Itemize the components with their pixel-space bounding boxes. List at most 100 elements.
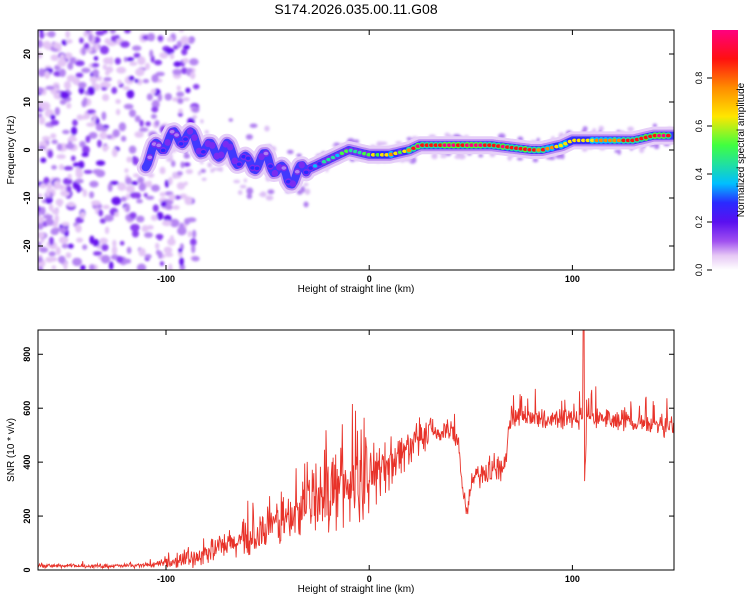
heatmap-noise-cell [56,143,63,151]
heatmap-noise-cell [104,226,110,235]
snr-y-ticks: 0 200 400 600 800 [22,347,674,573]
heatmap-noise-cell [159,192,166,197]
heatmap-noise-cell [189,58,199,66]
heatmap-ridge-core [388,152,394,157]
heatmap-ridge-core [639,136,644,141]
heatmap-noise-cell [150,114,157,120]
heatmap-ridge-core [630,138,635,143]
heatmap-noise-cell [179,30,184,33]
heatmap-noise-cell [134,78,139,84]
heatmap-ridge-core [549,145,555,150]
heatmap-noise-cell [159,166,166,175]
heatmap-noise-cell [190,238,197,247]
heatmap-noise-cell [168,263,173,270]
heatmap-noise-cell [79,37,84,44]
heatmap-noise-cell [107,182,113,192]
heatmap-ridge-core [169,129,175,134]
heatmap-noise-cell [82,189,88,198]
heatmap-noise-cell [103,77,112,82]
heatmap-noise-cell [76,237,84,243]
heatmap-noise-cell [157,250,163,259]
heatmap-noise-cell [169,53,175,60]
heatmap-halo-cell [191,106,200,113]
heatmap-noise-cell [189,71,196,80]
heatmap-ridge-core [589,138,595,143]
heatmap-ridge-core [285,179,291,184]
heatmap-noise-cell [128,145,137,154]
heatmap-noise-cell [79,140,86,148]
heatmap-noise-cell [95,160,106,166]
heatmap-noise-cell [63,80,72,90]
heatmap-noise-cell [83,42,90,50]
heatmap-noise-cell [126,246,132,254]
heatmap-ridge-core [460,143,466,147]
heatmap-noise-cell [176,171,183,176]
heatmap-ridge-core [236,162,242,167]
heatmap-noise-cell [86,122,96,127]
heatmap-noise-cell [39,246,49,253]
heatmap-ridge-core [491,143,497,148]
heatmap-halo-cell [243,178,247,183]
figure-title: S174.2026.035.00.11.G08 [274,1,437,17]
heatmap-noise-cell [75,72,84,78]
heatmap-noise-cell [57,200,63,208]
heatmap-noise-cell [100,127,108,132]
heatmap-noise-cell [103,214,114,222]
heatmap-ridge-core [227,145,233,149]
heatmap-noise-cell [65,39,73,44]
heatmap-noise-cell [164,179,170,188]
heatmap-ridge-core [308,166,314,170]
heatmap-halo-cell [200,168,206,173]
heatmap-halo-cell [180,161,185,169]
heatmap-noise-cell [62,177,73,186]
heatmap-noise-cell [38,205,41,212]
heatmap-noise-cell [95,30,105,36]
heatmap-noise-cell [72,119,78,127]
heatmap-noise-cell [167,238,176,246]
heatmap-noise-cell [38,256,43,263]
heatmap-noise-cell [87,86,95,96]
heatmap-ridge-core [487,143,492,147]
heatmap-noise-cell [192,83,200,90]
heatmap-noise-cell [59,53,65,60]
heatmap-ridge-core [147,155,153,160]
heatmap-noise-cell [192,229,197,239]
heatmap-noise-cell [89,191,95,199]
heatmap-ridge-core [183,137,188,141]
heatmap-noise-cell [151,184,160,192]
heatmap-noise-cell [102,64,107,70]
heatmap-noise-cell [117,79,122,85]
heatmap-noise-cell [157,35,164,42]
heatmap-noise-cell [145,121,151,127]
heatmap-ridge-core [281,166,287,170]
heatmap-noise-cell [43,214,53,219]
heatmap-noise-cell [128,75,135,81]
heatmap-noise-cell [170,160,176,168]
heatmap-ridge-core [424,143,430,147]
heatmap-noise-cell [46,182,53,190]
spectrogram-y-tick-label: 20 [22,49,32,59]
heatmap-ridge-core [268,164,273,169]
heatmap-noise-cell [38,87,44,94]
heatmap-ridge-core [160,148,166,153]
heatmap-noise-cell [156,211,164,221]
heatmap-ridge [136,122,674,194]
heatmap-ridge-core [482,143,488,147]
heatmap-ridge-core [545,146,551,151]
heatmap-halo-cell [303,201,309,208]
heatmap-noise-cell [120,196,127,202]
colorbar-tick-label: 0.6 [694,120,704,133]
heatmap-noise-cell [132,156,140,166]
heatmap-noise-cell [155,242,160,250]
snr-x-axis-label: Height of straight line (km) [298,584,415,595]
heatmap-ridge-core [661,133,667,138]
heatmap-noise-cell [176,182,186,190]
heatmap-ridge-core [585,138,591,143]
snr-x-tick-label: -100 [157,574,175,584]
heatmap-ridge-core [290,181,296,186]
heatmap-noise-cell [136,199,143,204]
heatmap-halo-cell [458,153,466,160]
heatmap-noise-cell [85,30,91,34]
heatmap-noise-cell [65,143,75,150]
heatmap-ridge-core [411,146,416,151]
